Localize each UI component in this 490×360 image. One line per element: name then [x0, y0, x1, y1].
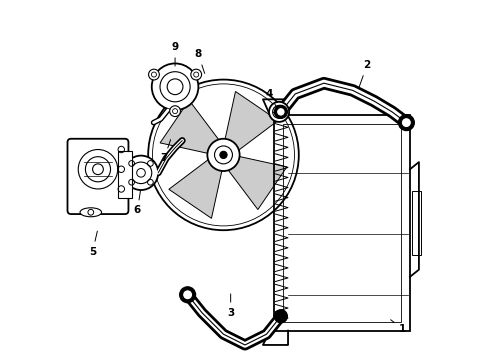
- Polygon shape: [160, 100, 220, 154]
- Circle shape: [183, 290, 193, 300]
- Bar: [118, 151, 132, 198]
- FancyBboxPatch shape: [68, 139, 128, 214]
- Text: 7: 7: [161, 140, 171, 163]
- Circle shape: [401, 118, 412, 128]
- Circle shape: [207, 139, 240, 171]
- Circle shape: [398, 115, 414, 131]
- Polygon shape: [225, 91, 278, 151]
- Text: 5: 5: [89, 231, 98, 257]
- Circle shape: [269, 102, 289, 122]
- Circle shape: [276, 108, 285, 116]
- Circle shape: [152, 63, 198, 110]
- Circle shape: [180, 287, 196, 303]
- Circle shape: [274, 310, 287, 323]
- Circle shape: [191, 69, 201, 80]
- Bar: [412, 191, 421, 255]
- Text: 9: 9: [172, 42, 179, 66]
- Circle shape: [148, 69, 159, 80]
- Text: 6: 6: [134, 190, 141, 216]
- Circle shape: [274, 105, 287, 118]
- Circle shape: [124, 156, 158, 190]
- Circle shape: [170, 106, 180, 117]
- Circle shape: [220, 151, 227, 158]
- Text: 3: 3: [227, 294, 234, 318]
- Bar: [283, 125, 401, 321]
- Text: 2: 2: [359, 60, 370, 88]
- Text: 4: 4: [266, 89, 278, 109]
- Bar: [274, 116, 410, 330]
- Polygon shape: [169, 159, 222, 218]
- Ellipse shape: [80, 208, 101, 217]
- Text: 8: 8: [195, 49, 205, 73]
- Polygon shape: [227, 156, 287, 210]
- Text: 1: 1: [391, 320, 406, 334]
